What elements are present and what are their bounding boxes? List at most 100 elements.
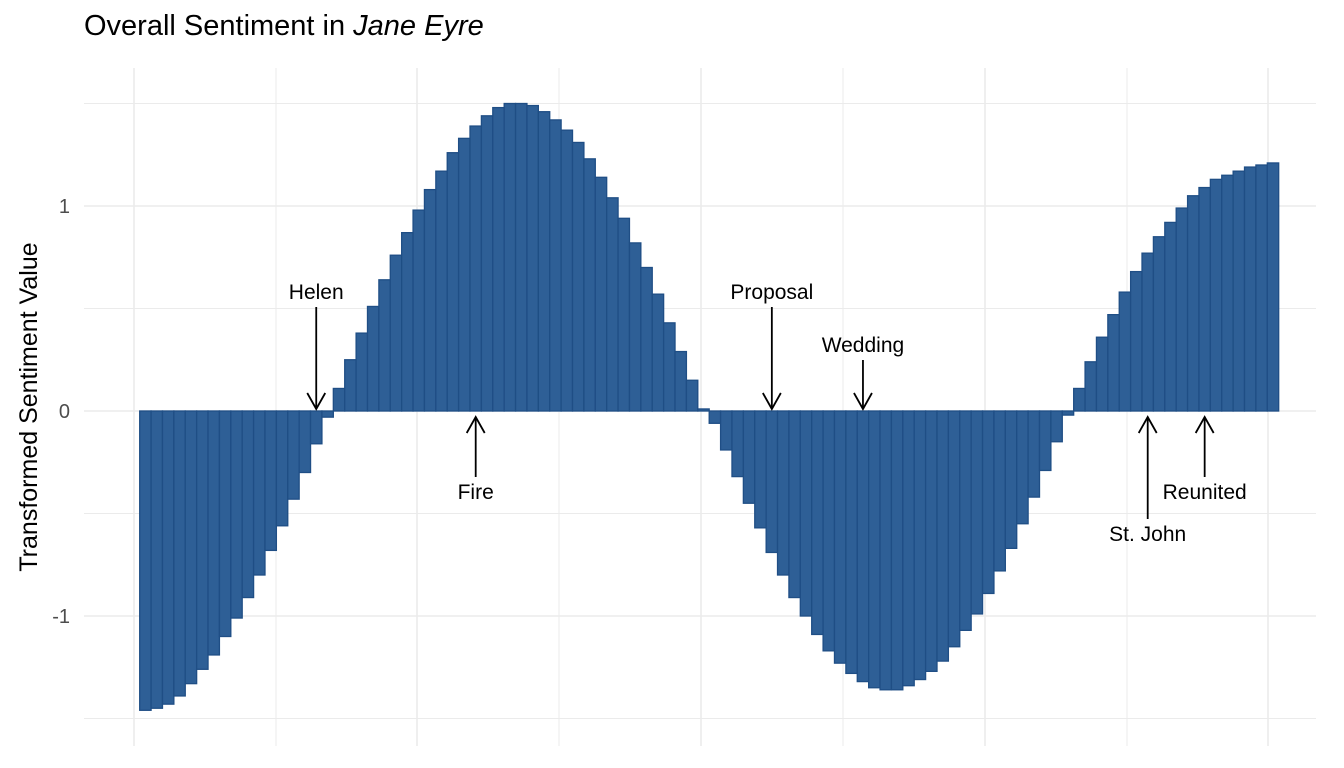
bar bbox=[640, 266, 653, 412]
bar bbox=[833, 410, 847, 664]
annotation-proposal: Proposal bbox=[730, 281, 813, 411]
bar bbox=[719, 410, 733, 451]
bar bbox=[252, 410, 266, 576]
bar bbox=[423, 188, 437, 412]
bar bbox=[1152, 236, 1166, 412]
bar bbox=[606, 197, 619, 412]
bar bbox=[970, 410, 984, 615]
bar bbox=[1129, 270, 1143, 412]
bar bbox=[868, 410, 881, 689]
annotation-arrowhead bbox=[306, 392, 327, 411]
annotation-label: St. John bbox=[1109, 523, 1186, 546]
bar bbox=[902, 410, 915, 687]
bar bbox=[549, 119, 562, 412]
bar bbox=[617, 217, 631, 412]
chart-title: Overall Sentiment in Jane Eyre bbox=[84, 10, 484, 43]
bar bbox=[845, 410, 858, 675]
bar bbox=[628, 242, 642, 412]
bar bbox=[674, 350, 688, 412]
annotation-arrowhead bbox=[465, 415, 486, 434]
bar bbox=[856, 410, 870, 683]
bar bbox=[924, 410, 938, 673]
bar bbox=[241, 410, 255, 599]
bar bbox=[207, 410, 221, 656]
bar bbox=[480, 115, 494, 412]
bar bbox=[1004, 410, 1018, 550]
bar bbox=[742, 410, 756, 504]
bar bbox=[947, 410, 961, 648]
bar bbox=[583, 158, 596, 412]
bar bbox=[993, 410, 1006, 572]
bar bbox=[890, 410, 904, 691]
bar bbox=[697, 408, 710, 412]
bar bbox=[1232, 170, 1246, 412]
y-tick-labels: -1 0 1 bbox=[52, 196, 70, 628]
bar bbox=[708, 410, 722, 424]
bar bbox=[514, 102, 528, 412]
bar bbox=[469, 125, 483, 412]
annotation-st-john: St. John bbox=[1109, 415, 1186, 546]
annotation-wedding: Wedding bbox=[822, 334, 904, 411]
bar bbox=[754, 410, 767, 529]
bar bbox=[1243, 166, 1257, 412]
bar bbox=[332, 387, 346, 412]
bar bbox=[1038, 410, 1052, 472]
annotation-label: Fire bbox=[458, 481, 494, 504]
bar bbox=[1255, 164, 1268, 412]
bar bbox=[218, 410, 232, 638]
bar bbox=[492, 106, 505, 412]
bar bbox=[150, 410, 164, 709]
bar bbox=[959, 410, 972, 632]
bars bbox=[139, 102, 1280, 711]
bar bbox=[401, 231, 414, 412]
bar bbox=[879, 410, 893, 691]
bar bbox=[287, 410, 300, 500]
bar bbox=[765, 410, 779, 554]
bar bbox=[913, 410, 927, 681]
chart-title-emph: Jane Eyre bbox=[353, 10, 484, 42]
bar bbox=[560, 129, 574, 412]
bar bbox=[321, 410, 334, 418]
bar bbox=[344, 359, 357, 412]
bar bbox=[1186, 195, 1200, 412]
bar bbox=[1084, 361, 1098, 412]
bar bbox=[309, 410, 323, 445]
bar bbox=[685, 379, 699, 412]
bar bbox=[1175, 207, 1189, 412]
annotation-arrowhead bbox=[853, 392, 873, 411]
annotation-arrowhead bbox=[1137, 415, 1158, 434]
annotation-label: Proposal bbox=[730, 281, 813, 304]
y-tick-label: 1 bbox=[59, 196, 70, 218]
bar bbox=[264, 410, 278, 552]
bar bbox=[378, 279, 391, 412]
bar bbox=[1118, 291, 1132, 412]
bar bbox=[537, 111, 551, 412]
bar bbox=[1209, 178, 1223, 412]
bar bbox=[1016, 410, 1029, 525]
bar bbox=[1073, 387, 1086, 412]
bar bbox=[776, 410, 790, 576]
bar bbox=[1198, 186, 1212, 412]
bar bbox=[366, 305, 380, 412]
bar bbox=[298, 410, 312, 474]
bar bbox=[1221, 174, 1234, 412]
bar bbox=[1107, 313, 1120, 412]
bar bbox=[1061, 410, 1075, 416]
bar bbox=[1164, 221, 1177, 412]
annotations: Helen Fire Proposal Wedding St. John Reunited bbox=[289, 281, 1247, 546]
bar bbox=[503, 102, 517, 412]
annotation-label: Reunited bbox=[1163, 481, 1247, 504]
bar bbox=[275, 410, 289, 527]
bar bbox=[1141, 252, 1155, 412]
bar bbox=[788, 410, 801, 599]
bar bbox=[811, 410, 824, 636]
annotation-reunited: Reunited bbox=[1163, 415, 1247, 504]
bar bbox=[412, 209, 426, 412]
chart-title-prefix: Overall Sentiment in bbox=[84, 10, 354, 42]
bar bbox=[1095, 336, 1109, 412]
annotation-fire: Fire bbox=[458, 415, 494, 504]
bar bbox=[184, 410, 198, 685]
bar bbox=[457, 137, 471, 412]
annotation-arrowhead bbox=[762, 392, 782, 411]
